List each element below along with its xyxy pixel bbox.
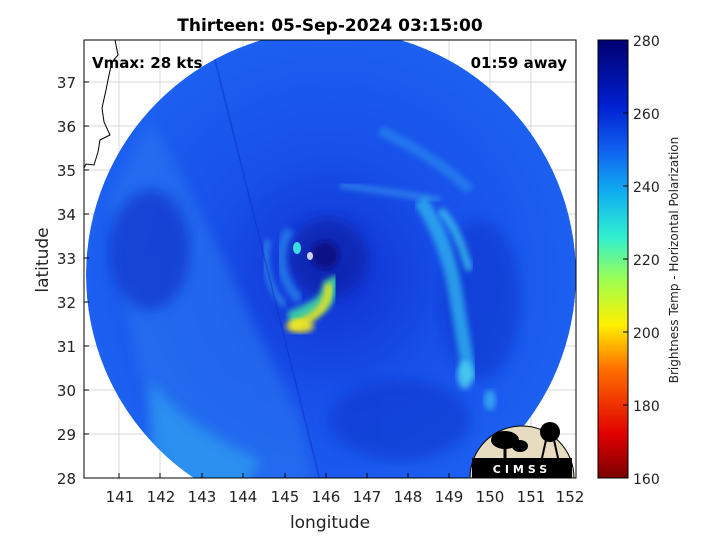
colorbar-tick-label: 160 <box>633 472 660 488</box>
x-tick-label: 144 <box>229 488 258 506</box>
colorbar-tick-label: 220 <box>633 253 660 269</box>
colorbar-tick-label: 280 <box>633 34 660 50</box>
y-axis-label: latitude <box>33 227 53 292</box>
colorbar: 280 260 240 220 200 180 160 Brightness T… <box>597 34 681 488</box>
colorbar-tick-label: 240 <box>633 180 660 196</box>
cimss-logo: CIMSS <box>469 422 575 479</box>
y-tick-label: 33 <box>57 250 76 268</box>
x-tick-label: 145 <box>271 488 300 506</box>
x-tick-label: 152 <box>556 488 585 506</box>
chart-title: Thirteen: 05-Sep-2024 03:15:00 <box>177 16 483 36</box>
y-tick-label: 34 <box>57 206 76 224</box>
y-tick-label: 37 <box>57 74 76 92</box>
x-axis-label: longitude <box>290 513 370 533</box>
colorbar-tick-label: 180 <box>633 399 660 415</box>
x-tick-label: 147 <box>353 488 382 506</box>
y-tick-label: 31 <box>57 338 76 356</box>
x-tick-labels: 141 142 143 144 145 146 147 148 149 150 … <box>106 488 585 506</box>
y-tick-labels: 37 36 35 34 33 32 31 30 29 28 <box>57 74 76 488</box>
colorbar-tick-label: 260 <box>633 107 660 123</box>
y-tick-label: 36 <box>57 118 76 136</box>
vmax-label: Vmax: 28 kts <box>92 54 202 72</box>
y-tick-label: 30 <box>57 382 76 400</box>
colorbar-label: Brightness Temp - Horizontal Polarizatio… <box>667 137 681 384</box>
x-tick-label: 150 <box>476 488 505 506</box>
cimss-logo-text: CIMSS <box>493 463 551 476</box>
x-tick-label: 146 <box>312 488 341 506</box>
microwave-swath <box>84 40 576 478</box>
x-tick-label: 151 <box>517 488 546 506</box>
y-tick-label: 35 <box>57 162 76 180</box>
x-tick-label: 142 <box>147 488 176 506</box>
y-tick-label: 29 <box>57 426 76 444</box>
x-tick-label: 141 <box>106 488 135 506</box>
x-tick-label: 143 <box>188 488 217 506</box>
coastline <box>84 40 119 169</box>
plot-border <box>83 39 577 479</box>
x-tick-label: 148 <box>394 488 423 506</box>
time-away-label: 01:59 away <box>471 54 568 72</box>
x-tick-label: 149 <box>435 488 464 506</box>
y-tick-label: 32 <box>57 294 76 312</box>
y-tick-label: 28 <box>57 470 76 488</box>
colorbar-tick-label: 200 <box>633 326 660 342</box>
